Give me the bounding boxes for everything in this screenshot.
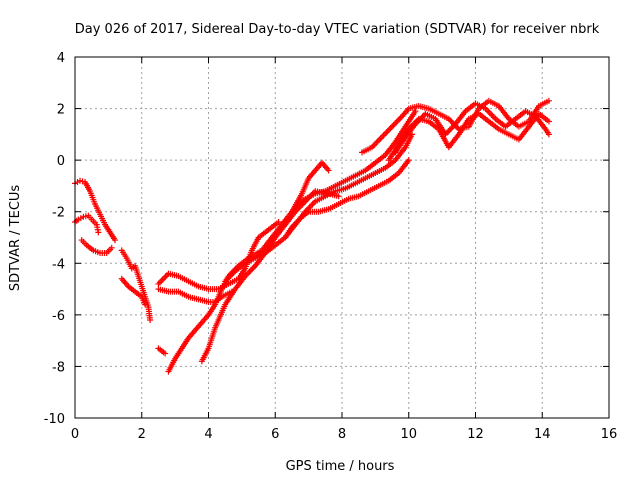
y-tick-label: 4 [57, 51, 65, 66]
data-series-9 [165, 159, 332, 375]
data-series-5 [118, 275, 149, 308]
data-point [112, 237, 119, 244]
data-point-fill [491, 114, 498, 121]
data-point-fill [393, 119, 400, 126]
data-point-fill [376, 136, 383, 143]
data-point [379, 133, 386, 140]
data-series-14 [359, 97, 552, 156]
data-point-fill [391, 120, 398, 127]
data-point-fill [164, 272, 171, 279]
data-point-fill [306, 204, 313, 211]
data-point-fill [380, 132, 387, 139]
chart-title: Day 026 of 2017, Sidereal Day-to-day VTE… [75, 22, 600, 37]
data-point [275, 219, 282, 226]
data-series-1 [72, 177, 119, 244]
data-point-fill [383, 129, 390, 136]
data-point-fill [386, 126, 393, 133]
data-point-fill [486, 109, 493, 116]
x-tick-label: 8 [338, 427, 346, 442]
plot-frame [74, 56, 610, 419]
data-series-10 [198, 188, 342, 365]
data-point-fill [373, 139, 380, 146]
y-tick-label: 2 [57, 103, 65, 118]
data-series-13 [292, 108, 419, 210]
x-tick-label: 2 [138, 427, 146, 442]
data-point [412, 108, 419, 115]
data-series-12 [282, 157, 412, 241]
data-point-fill [384, 128, 391, 135]
data-point [389, 123, 396, 130]
data-series-2 [72, 212, 102, 236]
data-point-fill [308, 202, 315, 209]
axis-ticks: 0 2 4 6 8 10 12 14 16 -10 -8 -6 -4 -2 0 2 4 [44, 51, 618, 442]
data-point-fill [397, 114, 404, 121]
y-tick-label: -4 [52, 257, 65, 272]
data-point-fill [489, 112, 496, 119]
data-point-fill [377, 135, 384, 142]
data-point-fill [161, 275, 168, 282]
y-tick-label: -2 [52, 206, 65, 221]
data-point-fill [390, 122, 397, 129]
data-point-fill [485, 108, 492, 115]
data-series-16 [392, 100, 552, 156]
x-tick-label: 0 [71, 427, 79, 442]
data-series-3 [78, 237, 115, 256]
data-point [405, 157, 412, 164]
data-point-fill [247, 267, 254, 274]
data-point-fill [394, 117, 401, 124]
grid-lines [75, 57, 609, 418]
data-point-fill [158, 277, 165, 284]
data-point-fill [445, 128, 452, 135]
data-point-fill [374, 138, 381, 145]
data-point [325, 167, 332, 174]
data-point-fill [488, 111, 495, 118]
data-point [545, 131, 552, 138]
x-tick-label: 16 [601, 427, 618, 442]
data-point [162, 350, 169, 357]
data-point-fill [446, 126, 453, 133]
data-point [95, 229, 102, 236]
data-point-fill [381, 130, 388, 137]
data-point-fill [246, 268, 253, 275]
y-axis-label: SDTVAR / TECUs [8, 185, 23, 292]
data-point-fill [309, 201, 316, 208]
data-point [142, 301, 149, 308]
data-layer [72, 97, 552, 375]
data-point-fill [371, 141, 378, 148]
data-point-fill [249, 265, 256, 272]
data-series-8 [155, 345, 169, 357]
data-point-fill [156, 279, 163, 286]
data-point [108, 244, 115, 251]
data-point-fill [396, 116, 403, 123]
x-tick-label: 6 [271, 427, 279, 442]
x-axis-label: GPS time / hours [286, 459, 395, 474]
data-point [155, 280, 162, 287]
x-tick-label: 10 [400, 427, 417, 442]
data-point-fill [245, 270, 252, 277]
data-point [335, 193, 342, 200]
data-point-fill [159, 276, 166, 283]
data-series-4 [118, 247, 154, 324]
y-tick-label: -8 [52, 360, 65, 375]
x-tick-label: 4 [204, 427, 212, 442]
x-tick-label: 12 [467, 427, 484, 442]
data-point [545, 97, 552, 104]
data-point [147, 317, 154, 324]
y-tick-label: -10 [44, 412, 65, 427]
data-point [545, 118, 552, 125]
y-tick-label: -6 [52, 309, 65, 324]
y-tick-label: 0 [57, 154, 65, 169]
x-tick-label: 14 [534, 427, 551, 442]
data-point-fill [387, 125, 394, 132]
